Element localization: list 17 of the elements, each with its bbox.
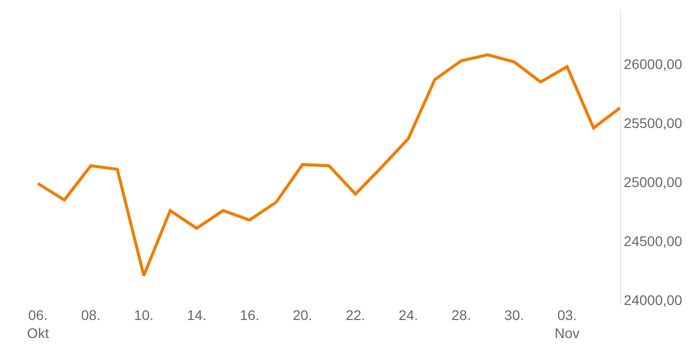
y-tick-label: 26000,00: [624, 56, 682, 72]
x-tick-label: 06. Okt: [27, 307, 49, 342]
x-tick-label: 14.: [186, 307, 206, 323]
x-tick-label: 30.: [504, 307, 524, 323]
x-tick-label: 08.: [81, 307, 101, 323]
x-tick-label: 03. Nov: [554, 307, 580, 342]
y-tick-label: 25500,00: [624, 115, 682, 132]
y-tick-label: 24500,00: [624, 233, 682, 250]
y-tick-label: 25000,00: [624, 174, 682, 190]
x-tick-label: 24.: [398, 307, 418, 323]
x-tick-label: 16.: [240, 307, 260, 323]
x-tick-label: 28.: [452, 307, 471, 323]
x-tick-label: 20.: [292, 307, 312, 323]
y-tick-label: 24000,00: [624, 292, 682, 308]
x-tick-label: 22.: [346, 307, 366, 323]
x-tick-label: 10.: [134, 307, 154, 323]
line-series: [36, 53, 620, 277]
